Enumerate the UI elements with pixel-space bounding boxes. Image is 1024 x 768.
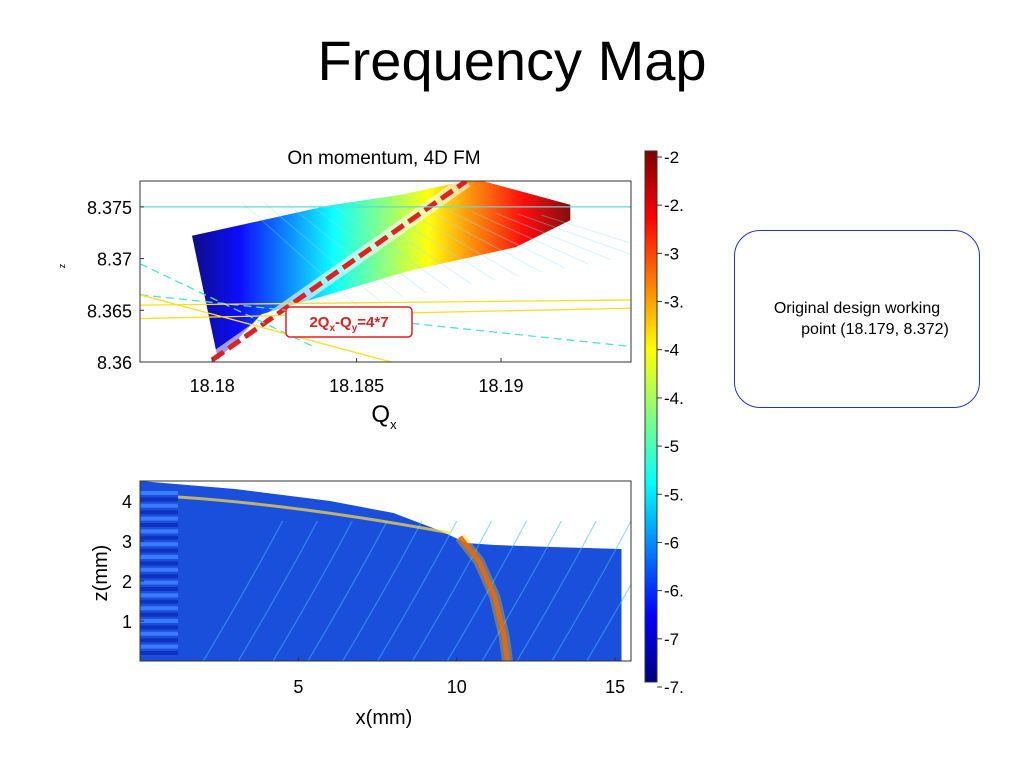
texture-arc: [377, 520, 458, 661]
colorbar-tick-label: -5: [664, 437, 679, 456]
bottom-y-ticks: 1 2 3 4: [122, 492, 144, 632]
resonance-curve: [457, 535, 510, 661]
top-x-tick-label: 18.185: [329, 376, 384, 396]
colorbar-tick-label: -2: [664, 148, 679, 167]
colorbar-tick-label: -6.: [664, 582, 684, 601]
top-y-tick-label: 8.365: [87, 301, 132, 321]
colorbar-tick-label: -7: [664, 630, 679, 649]
texture-streak: [471, 211, 588, 265]
bottom-x-tick-label: 10: [447, 677, 467, 697]
texture-streak: [425, 209, 542, 273]
resonance-line: [140, 299, 631, 306]
top-chart-title: On momentum, 4D FM: [287, 148, 480, 169]
top-plot-frame: [139, 180, 632, 363]
texture-arc: [516, 520, 597, 661]
texture-streak: [333, 205, 450, 289]
top-x-axis-label: Qx: [371, 401, 397, 432]
resonance-line: [210, 181, 468, 362]
texture-streak: [448, 210, 565, 269]
resonance-label: 2Qx-Qy=4*7: [309, 314, 388, 334]
bottom-y-tick-label: 1: [122, 612, 132, 632]
resonance-label-sub1: x: [329, 323, 335, 334]
texture-arc: [342, 520, 423, 661]
texture-streak: [402, 208, 519, 277]
top-y-axis-label: z: [57, 263, 67, 268]
top-x-axis-label-main: Q: [371, 401, 390, 428]
texture-arc: [202, 520, 284, 661]
resonance-label-main: 2Q: [309, 314, 329, 331]
colorbar-tick-label: -2.: [664, 196, 684, 215]
colorbar-tick-label: -6: [664, 533, 679, 552]
texture-arc: [272, 520, 353, 661]
resonance-label-end: =4*7: [357, 314, 388, 331]
resonance-curve-glow: [455, 533, 513, 661]
texture-streak: [541, 214, 631, 244]
colorbar-tick-label: -3.: [664, 293, 684, 312]
resonance-label-mid: -Q: [335, 314, 352, 331]
texture-arc: [237, 520, 318, 661]
texture-streak: [495, 212, 611, 261]
colorbar-strip: [644, 150, 658, 683]
bottom-plot-frame: [139, 480, 632, 662]
colorbar-tick-label: -4: [664, 341, 679, 360]
bottom-x-tick-label: 15: [605, 677, 625, 697]
bottom-y-axis-label: z(mm): [90, 545, 112, 602]
callout-text: Original design working point (18.179, 8…: [765, 298, 949, 340]
bottom-x-tick-label: 5: [293, 677, 303, 697]
top-x-ticks: 18.18 18.185 18.19: [190, 358, 524, 396]
design-point-callout: Original design working point (18.179, 8…: [734, 230, 980, 408]
colorbar-tick-label: -5.: [664, 485, 684, 504]
bottom-y-tick-label: 2: [122, 572, 132, 592]
texture-streak: [356, 206, 473, 285]
top-chart: On momentum, 4D FM 8.36 8.365 8.37 8.375 18…: [57, 148, 632, 432]
texture-arc: [586, 583, 631, 661]
top-x-tick-label: 18.19: [479, 376, 524, 396]
resonance-label-sub2: y: [352, 323, 358, 334]
texture-streak: [240, 201, 357, 306]
tune-region-texture: [240, 201, 631, 306]
tune-region: [192, 181, 571, 360]
top-y-ticks: 8.36 8.365 8.37 8.375: [87, 198, 144, 373]
top-y-tick-label: 8.36: [97, 353, 132, 373]
texture-arc: [551, 520, 631, 661]
resonance-line: [140, 263, 314, 348]
texture-arc: [481, 520, 562, 661]
bottom-y-tick-label: 4: [122, 492, 132, 512]
texture-streak: [263, 202, 381, 302]
texture-streak: [286, 203, 404, 298]
colorbar-tick-label: -4.: [664, 389, 684, 408]
callout-line2: point (18.179, 8.372): [801, 321, 949, 338]
slide-title: Frequency Map: [317, 29, 707, 92]
top-x-tick-label: 18.18: [190, 376, 235, 396]
texture-arc: [411, 520, 493, 661]
texture-edge-band: [177, 495, 451, 535]
resonance-lines: [140, 181, 631, 362]
bottom-x-axis-label: x(mm): [356, 707, 413, 729]
texture-streak: [518, 213, 631, 255]
callout-line1: Original design working: [773, 300, 941, 317]
resonance-line: [140, 294, 392, 362]
texture-arc: [307, 520, 388, 661]
top-x-axis-label-sub: x: [390, 417, 397, 432]
colorbar-tick-label: -7.: [664, 678, 684, 697]
top-y-tick-label: 8.375: [87, 198, 132, 218]
bottom-chart: 1 2 3 4 5 10 15 z(mm) x(mm): [90, 480, 632, 729]
colorbar: -2 -2. -3 -3. -4 -4. -5 -5. -6 -6. -7 -7.: [644, 148, 684, 697]
bottom-y-tick-label: 3: [122, 532, 132, 552]
resonance-label-box: 2Qx-Qy=4*7: [285, 306, 413, 338]
top-y-tick-label: 8.37: [97, 250, 132, 270]
bottom-x-ticks: 5 10 15: [293, 657, 625, 697]
resonance-line: [140, 294, 631, 348]
colorbar-ticks: -2 -2. -3 -3. -4 -4. -5 -5. -6 -6. -7 -7.: [657, 148, 684, 697]
texture-streak: [379, 207, 496, 281]
colorbar-tick-label: -3: [664, 244, 679, 263]
